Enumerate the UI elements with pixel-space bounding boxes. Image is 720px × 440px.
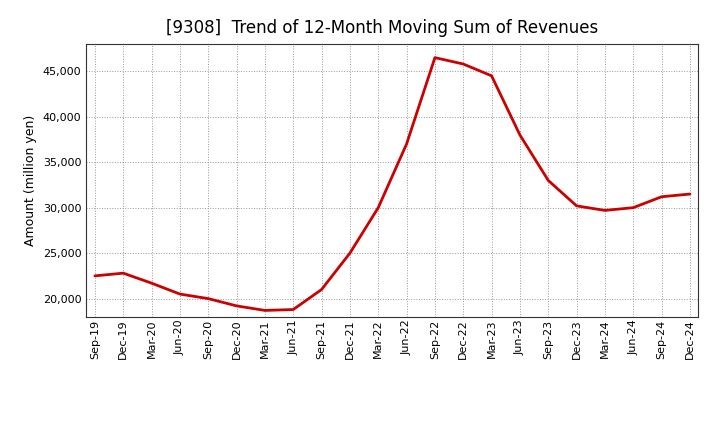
Y-axis label: Amount (million yen): Amount (million yen) [24, 115, 37, 246]
Text: [9308]  Trend of 12-Month Moving Sum of Revenues: [9308] Trend of 12-Month Moving Sum of R… [166, 19, 598, 37]
